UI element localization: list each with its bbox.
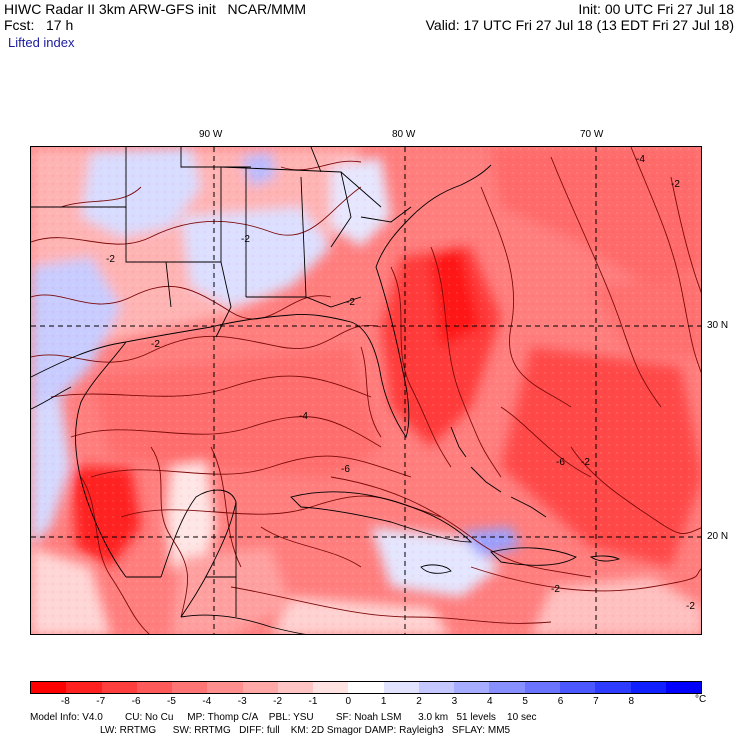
lat-label-20n: 20 N bbox=[707, 531, 729, 542]
colorbar-swatch bbox=[665, 682, 702, 693]
colorbar-tick-label: -4 bbox=[202, 696, 212, 707]
contour-label: -2 bbox=[551, 584, 560, 595]
colorbar-swatch bbox=[630, 682, 666, 693]
colorbar-swatch bbox=[559, 682, 596, 693]
contour-label: -2 bbox=[151, 339, 160, 350]
model-info-line2: LW: RRTMG SW: RRTMG DIFF: full KM: 2D Sm… bbox=[100, 725, 511, 736]
lon-label-90w: 90 W bbox=[199, 129, 223, 140]
colorbar-tick-label: -6 bbox=[131, 696, 141, 707]
colorbar-tick-label: 4 bbox=[487, 696, 493, 707]
valid-time: Valid: 17 UTC Fri 27 Jul 18 (13 EDT Fri … bbox=[425, 17, 734, 33]
colorbar-swatch bbox=[595, 682, 631, 693]
contour-label: -6 bbox=[556, 457, 565, 468]
coastlines-borders bbox=[31, 147, 621, 634]
contour-label: -2 bbox=[581, 457, 590, 468]
colorbar-tick-label: -7 bbox=[96, 696, 106, 707]
colorbar-swatch bbox=[31, 682, 67, 693]
colorbar-tick-label: 6 bbox=[557, 696, 564, 707]
graticule bbox=[31, 147, 701, 634]
colorbar-tick-label: -8 bbox=[60, 696, 70, 707]
colorbar-swatch bbox=[207, 682, 243, 693]
colorbar-swatch bbox=[418, 682, 455, 693]
contour-label: -6 bbox=[341, 464, 350, 475]
colorbar-swatch bbox=[489, 682, 525, 693]
model-info-line1: Model Info: V4.0 CU: No Cu MP: Thomp C/A… bbox=[30, 712, 537, 723]
lon-label-80w: 80 W bbox=[392, 129, 416, 140]
contour-label: -2 bbox=[686, 601, 695, 612]
forecast-hour: Fcst: 17 h bbox=[4, 17, 74, 33]
colorbar-swatch bbox=[454, 682, 490, 693]
colorbar-tick-label: -1 bbox=[308, 696, 318, 707]
colorbar-swatch bbox=[172, 682, 208, 693]
map-canvas: -2 -2 -2 -4 -2 -6 -2 -4 -6 -2 -2 -2 bbox=[31, 147, 701, 634]
contour-label: -2 bbox=[346, 297, 355, 308]
init-time: Init: 00 UTC Fri 27 Jul 18 bbox=[578, 1, 734, 17]
lon-label-70w: 70 W bbox=[580, 129, 604, 140]
colorbar-tick-label: 0 bbox=[345, 696, 352, 707]
contour-lines bbox=[31, 147, 701, 634]
field-texture bbox=[31, 147, 701, 634]
contour-label: -4 bbox=[299, 411, 308, 422]
colorbar-tick-label: 5 bbox=[522, 696, 528, 707]
colorbar-swatch bbox=[524, 682, 560, 693]
colorbar-tick-label: 7 bbox=[593, 696, 599, 707]
lat-label-30n: 30 N bbox=[707, 320, 729, 331]
colorbar-swatch bbox=[101, 682, 137, 693]
colorbar-swatch bbox=[348, 682, 384, 693]
colorbar-tick-label: 1 bbox=[380, 696, 387, 707]
colorbar-swatch bbox=[136, 682, 173, 693]
model-title: HIWC Radar II 3km ARW-GFS init NCAR/MMM bbox=[4, 1, 307, 17]
colorbar-swatch bbox=[277, 682, 314, 693]
field-name: Lifted index bbox=[8, 35, 75, 50]
contour-labels: -2 -2 -2 -4 -2 -6 -2 -4 -6 -2 -2 -2 bbox=[106, 154, 695, 612]
colorbar-tick-label: -2 bbox=[273, 696, 283, 707]
colorbar-tick-label: 8 bbox=[628, 696, 635, 707]
colorbar-tick-label: -5 bbox=[167, 696, 176, 707]
colorbar-swatch bbox=[313, 682, 349, 693]
colorbar-swatch bbox=[383, 682, 419, 693]
contour-label: -2 bbox=[671, 179, 680, 190]
lifted-index-map: -2 -2 -2 -4 -2 -6 -2 -4 -6 -2 -2 -2 bbox=[30, 146, 702, 635]
colorbar-swatch bbox=[242, 682, 278, 693]
contour-label: -2 bbox=[106, 254, 115, 265]
colorbar-tick-label: -3 bbox=[237, 696, 247, 707]
colorbar-unit: °C bbox=[695, 694, 707, 705]
colorbar-tick-label: 3 bbox=[451, 696, 458, 707]
colorbar bbox=[30, 681, 702, 694]
contour-label: -4 bbox=[636, 154, 645, 165]
contour-label: -2 bbox=[241, 234, 250, 245]
colorbar-swatch bbox=[66, 682, 102, 693]
colorbar-tick-label: 2 bbox=[416, 696, 422, 707]
